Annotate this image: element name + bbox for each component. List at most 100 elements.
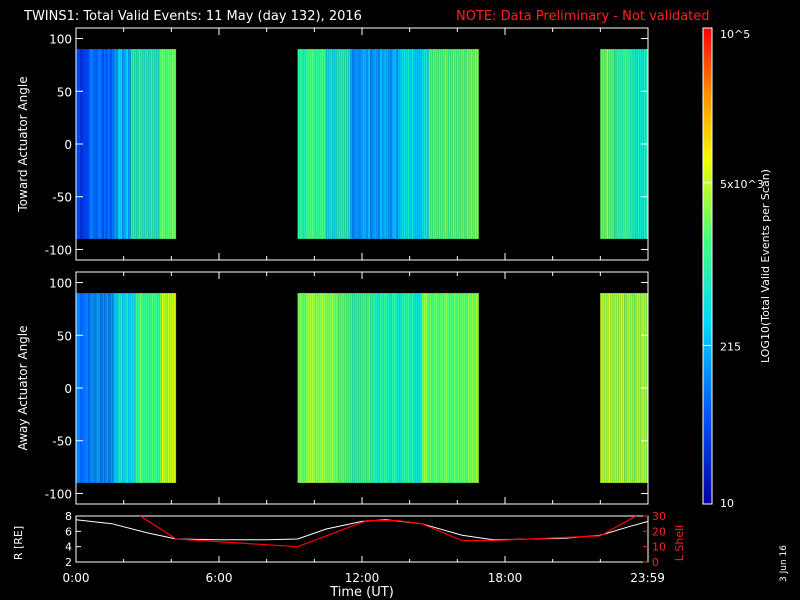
- heatmap-column: [122, 293, 125, 483]
- heatmap-column: [397, 49, 400, 239]
- heatmap-column: [364, 293, 367, 483]
- heatmap-column: [622, 293, 625, 483]
- y2-tick-label: 30: [652, 510, 666, 523]
- heatmap-column: [405, 49, 408, 239]
- heatmap-column: [415, 49, 418, 239]
- heatmap-column: [142, 49, 145, 239]
- orbit-y2label: L Shell: [673, 525, 686, 561]
- heatmap-column: [130, 49, 131, 239]
- heatmap-column: [432, 49, 435, 239]
- heatmap-column: [407, 49, 410, 239]
- heatmap-column: [385, 293, 388, 483]
- heatmap-column: [173, 49, 176, 239]
- heatmap-column: [362, 293, 365, 483]
- heatmap-column: [89, 49, 92, 239]
- heatmap-column: [169, 49, 172, 239]
- heatmap-column: [407, 293, 410, 483]
- orbit-ylabel: R [RE]: [12, 526, 25, 560]
- heatmap-column: [467, 293, 470, 483]
- heatmap-column: [148, 49, 151, 239]
- heatmap-column: [411, 293, 414, 483]
- heatmap-column: [638, 293, 641, 483]
- heatmap-column: [332, 49, 335, 239]
- heatmap-column: [604, 49, 607, 239]
- heatmap-column: [325, 49, 327, 239]
- heatmap-column: [323, 293, 326, 483]
- y-tick-label: 0: [64, 138, 72, 152]
- heatmap-column: [368, 293, 371, 483]
- heatmap-column: [319, 49, 322, 239]
- heatmap-column: [340, 293, 343, 483]
- heatmap-column: [124, 293, 127, 483]
- heatmap-column: [337, 293, 339, 483]
- heatmap-column: [101, 49, 104, 239]
- heatmap-column: [425, 49, 428, 239]
- heatmap-column: [622, 49, 625, 239]
- heatmap-column: [325, 293, 328, 483]
- heatmap-column: [443, 293, 446, 483]
- heatmap-column: [401, 293, 404, 483]
- heatmap-column: [130, 49, 133, 239]
- heatmap-column: [427, 49, 429, 239]
- heatmap-column: [137, 293, 140, 483]
- x-tick-label: 6:00: [206, 571, 233, 585]
- heatmap-column: [173, 293, 176, 483]
- heatmap-column: [301, 49, 304, 239]
- heatmap-column: [446, 49, 449, 239]
- heatmap-column: [376, 49, 379, 239]
- heatmap-column: [348, 49, 351, 239]
- heatmap-column: [108, 293, 111, 483]
- heatmap-column: [116, 49, 119, 239]
- heatmap-column: [360, 49, 363, 239]
- x-tick-label: 0:00: [63, 571, 90, 585]
- heatmap-column: [126, 293, 129, 483]
- heatmap-column: [472, 49, 475, 239]
- heatmap-column: [358, 293, 361, 483]
- heatmap-column: [413, 293, 416, 483]
- heatmap-column: [335, 293, 338, 483]
- heatmap-column: [606, 293, 609, 483]
- heatmap-column: [102, 293, 105, 483]
- heatmap-column: [465, 293, 468, 483]
- heatmap-column: [303, 49, 306, 239]
- heatmap-column: [84, 49, 86, 239]
- heatmap-column: [354, 49, 357, 239]
- heatmap-column: [342, 293, 345, 483]
- heatmap-column: [126, 49, 129, 239]
- heatmap-column: [458, 49, 461, 239]
- heatmap-column: [373, 293, 376, 483]
- heatmap-column: [437, 293, 440, 483]
- heatmap-column: [169, 293, 172, 483]
- heatmap-column: [430, 49, 433, 239]
- heatmap-column: [409, 293, 412, 483]
- heatmap-column: [436, 49, 439, 239]
- heatmap-column: [328, 49, 331, 239]
- heatmap-column: [145, 293, 148, 483]
- heatmap-column: [305, 293, 308, 483]
- heatmap-column: [419, 49, 422, 239]
- heatmap-column: [602, 49, 605, 239]
- colorbar-tick-label: 10: [720, 497, 734, 510]
- heatmap-column: [468, 49, 471, 239]
- heatmap-column: [442, 49, 445, 239]
- x-tick-label: 23:59: [630, 571, 665, 585]
- colorbar-gradient: [702, 27, 713, 505]
- heatmap-column: [610, 49, 613, 239]
- heatmap-column: [403, 293, 406, 483]
- heatmap-column: [354, 293, 357, 483]
- heatmap-column: [378, 49, 381, 239]
- heatmap-column: [469, 293, 472, 483]
- heatmap-column: [313, 49, 316, 239]
- heatmap-column: [309, 293, 312, 483]
- heatmap-column: [159, 293, 162, 483]
- heatmap-column: [383, 293, 386, 483]
- heatmap-column: [163, 49, 166, 239]
- heatmap-column: [632, 49, 634, 239]
- heatmap-column: [143, 293, 146, 483]
- heatmap-column: [620, 293, 623, 483]
- heatmap-column: [128, 293, 131, 483]
- y2-tick-label: 0: [652, 556, 659, 569]
- heatmap-column: [382, 49, 385, 239]
- y-tick-label: 50: [57, 329, 72, 343]
- colorbar-tick-label: 215: [720, 340, 741, 353]
